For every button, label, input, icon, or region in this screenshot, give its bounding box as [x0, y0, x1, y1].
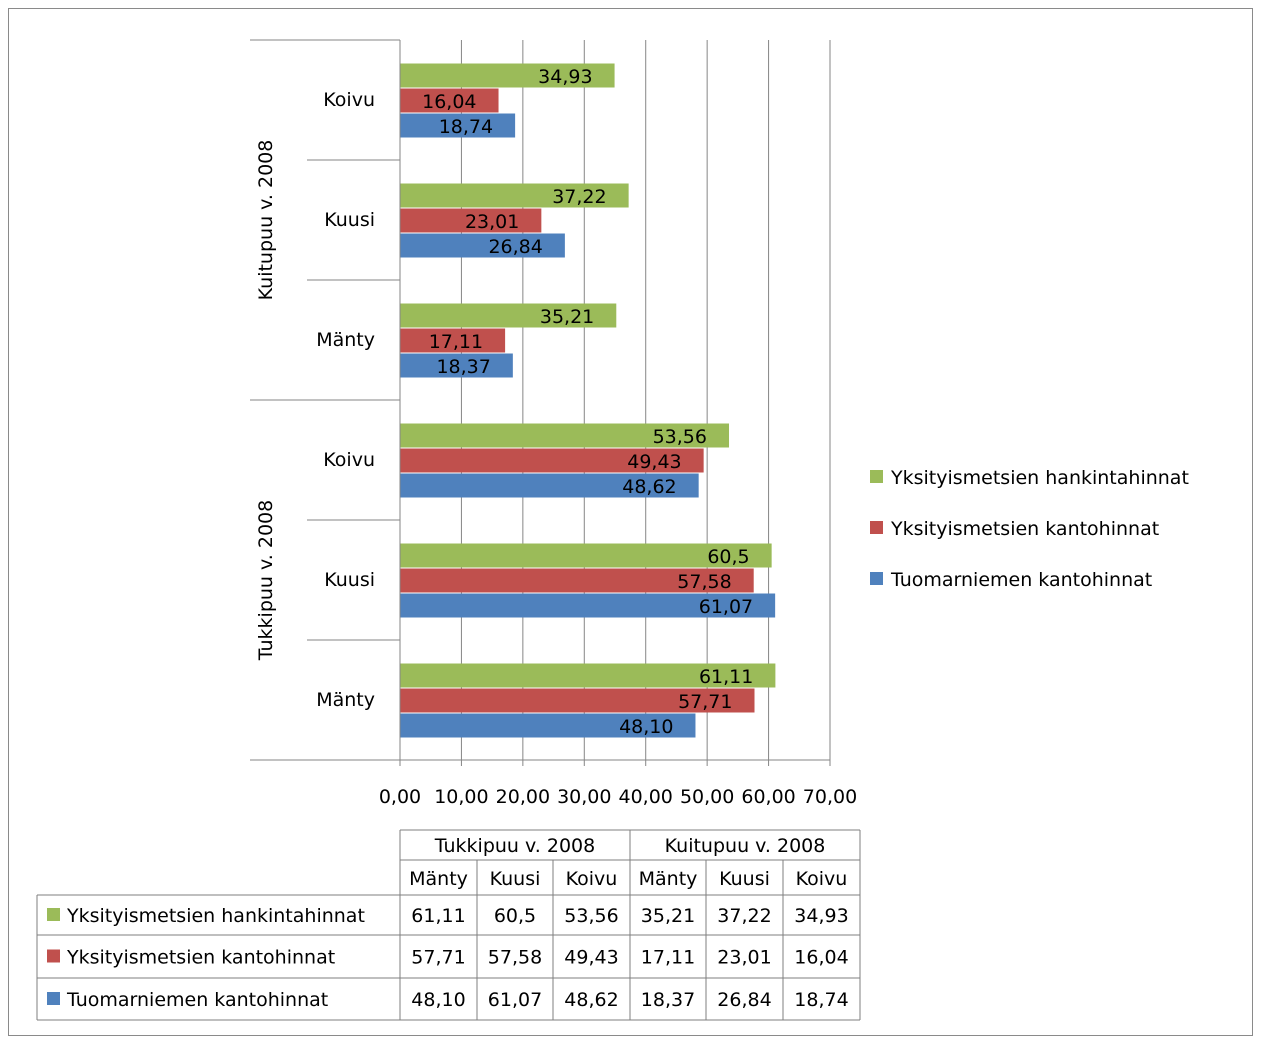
data-label: 18,74	[439, 116, 493, 138]
table-row-label: Yksityismetsien hankintahinnat	[66, 905, 365, 927]
table-group-header: Tukkipuu v. 2008	[434, 835, 595, 857]
x-tick-label: 30,00	[557, 786, 611, 808]
bar	[400, 423, 730, 448]
x-tick-label: 0,00	[379, 786, 421, 808]
data-label: 61,11	[699, 666, 753, 688]
data-label: 48,10	[619, 716, 673, 738]
table-category-header: Kuusi	[719, 868, 770, 890]
category-label: Koivu	[323, 449, 375, 471]
table-cell: 53,56	[564, 905, 618, 927]
table-cell: 17,11	[641, 947, 695, 969]
legend-label: Yksityismetsien kantohinnat	[890, 518, 1159, 540]
table-cell: 57,71	[411, 947, 465, 969]
group-label: Tukkipuu v. 2008	[255, 500, 277, 661]
table-legend-key	[47, 992, 60, 1005]
x-tick-label: 10,00	[434, 786, 488, 808]
table-category-header: Koivu	[566, 868, 618, 890]
table-cell: 18,74	[794, 989, 848, 1011]
data-label: 37,22	[552, 186, 606, 208]
bar	[400, 688, 755, 713]
table-cell: 35,21	[641, 905, 695, 927]
legend-swatch	[870, 470, 883, 483]
bar	[400, 303, 617, 328]
data-label: 57,58	[677, 571, 731, 593]
data-label: 23,01	[465, 211, 519, 233]
table-cell: 61,11	[411, 905, 465, 927]
x-tick-label: 50,00	[680, 786, 734, 808]
bar	[400, 353, 513, 378]
data-label: 61,07	[699, 596, 753, 618]
bar	[400, 568, 754, 593]
legend-label: Yksityismetsien hankintahinnat	[890, 467, 1189, 489]
data-label: 17,11	[429, 331, 483, 353]
category-label: Mänty	[316, 689, 375, 711]
table-cell: 60,5	[494, 905, 536, 927]
category-label: Kuusi	[324, 209, 375, 231]
bar	[400, 713, 696, 738]
data-label: 35,21	[540, 306, 594, 328]
table-cell: 57,58	[488, 947, 542, 969]
table-cell: 23,01	[717, 947, 771, 969]
table-row-label: Tuomarniemen kantohinnat	[66, 989, 328, 1011]
table-cell: 48,10	[411, 989, 465, 1011]
chart-frame	[8, 8, 1253, 1036]
table-category-header: Kuusi	[490, 868, 541, 890]
data-label: 53,56	[653, 426, 707, 448]
bar	[400, 448, 704, 473]
bar	[400, 593, 776, 618]
table-cell: 16,04	[794, 947, 848, 969]
bar	[400, 183, 629, 208]
category-label: Kuusi	[324, 569, 375, 591]
data-label: 34,93	[538, 66, 592, 88]
table-category-header: Mänty	[409, 868, 468, 890]
legend-label: Tuomarniemen kantohinnat	[890, 569, 1152, 591]
table-cell: 48,62	[564, 989, 618, 1011]
x-tick-label: 40,00	[619, 786, 673, 808]
table-cell: 34,93	[794, 905, 848, 927]
legend-swatch	[870, 521, 883, 534]
x-tick-label: 20,00	[496, 786, 550, 808]
category-label: Mänty	[316, 329, 375, 351]
data-label: 57,71	[678, 691, 732, 713]
table-category-header: Koivu	[796, 868, 848, 890]
data-label: 26,84	[488, 236, 542, 258]
table-legend-key	[47, 908, 60, 921]
category-label: Koivu	[323, 89, 375, 111]
table-group-header: Kuitupuu v. 2008	[665, 835, 826, 857]
bar	[400, 113, 516, 138]
data-label: 60,5	[707, 546, 749, 568]
table-category-header: Mänty	[639, 868, 698, 890]
bar	[400, 473, 699, 498]
data-label: 48,62	[622, 476, 676, 498]
table-cell: 18,37	[641, 989, 695, 1011]
bar	[400, 63, 615, 88]
data-label: 49,43	[627, 451, 681, 473]
bar	[400, 208, 542, 233]
bar	[400, 328, 506, 353]
bar	[400, 663, 776, 688]
data-label: 16,04	[422, 91, 476, 113]
table-cell: 49,43	[564, 947, 618, 969]
table-row-label: Yksityismetsien kantohinnat	[66, 947, 335, 969]
table-cell: 37,22	[717, 905, 771, 927]
table-legend-key	[47, 949, 60, 963]
bar	[400, 88, 499, 113]
bar	[400, 233, 565, 258]
x-tick-label: 70,00	[803, 786, 857, 808]
group-label: Kuitupuu v. 2008	[255, 140, 277, 301]
x-tick-label: 60,00	[741, 786, 795, 808]
legend-swatch	[870, 572, 883, 585]
data-label: 18,37	[436, 356, 490, 378]
table-cell: 26,84	[717, 989, 771, 1011]
bar	[400, 543, 772, 568]
table-cell: 61,07	[488, 989, 542, 1011]
